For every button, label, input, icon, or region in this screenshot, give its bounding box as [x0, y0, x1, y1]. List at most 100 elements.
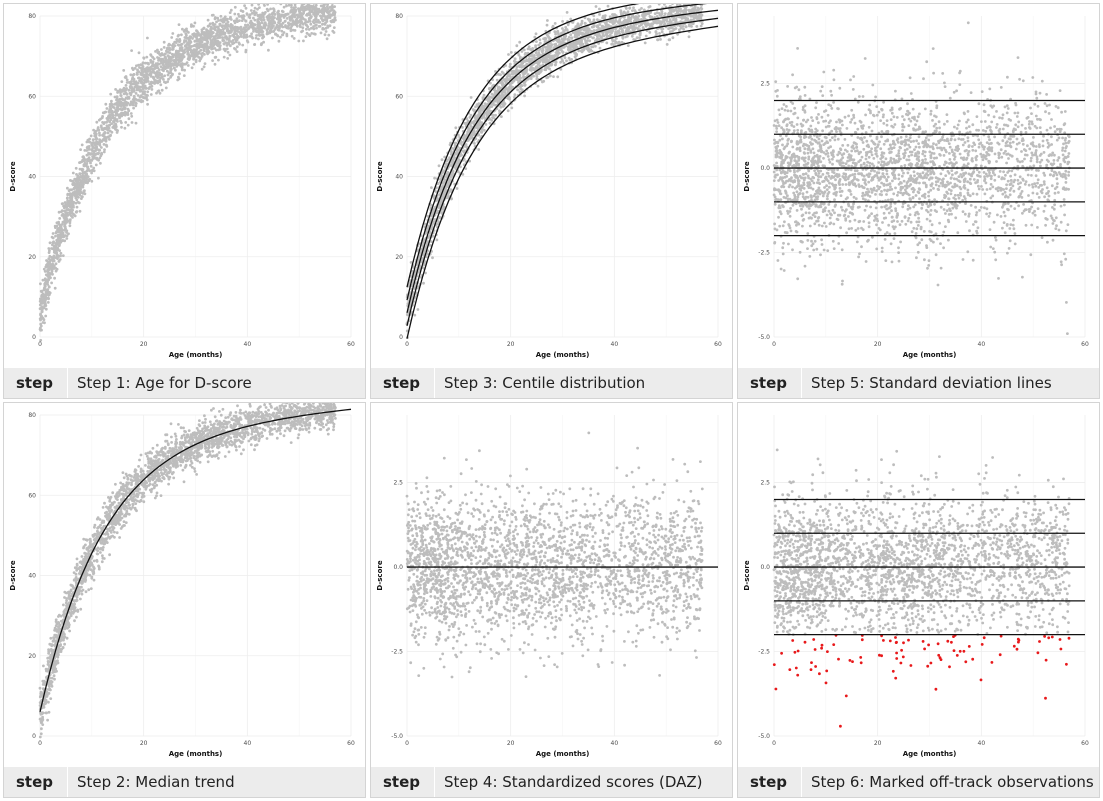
data-point	[75, 205, 79, 209]
data-point	[222, 20, 226, 24]
data-point	[174, 68, 177, 72]
data-point	[614, 41, 617, 45]
data-point	[240, 14, 244, 18]
data-point	[81, 176, 85, 180]
data-point	[632, 38, 636, 41]
data-point	[296, 20, 300, 24]
data-point	[91, 138, 95, 142]
data-point	[331, 29, 335, 33]
data-point	[72, 213, 76, 217]
data-point	[71, 201, 74, 204]
data-point	[105, 107, 109, 110]
data-point	[461, 137, 465, 140]
data-point	[195, 29, 198, 32]
data-point	[485, 103, 489, 107]
data-point	[135, 84, 139, 88]
data-point	[553, 54, 557, 58]
data-point	[204, 38, 208, 42]
data-point	[143, 61, 147, 65]
data-point	[477, 109, 481, 113]
data-point	[47, 267, 51, 270]
data-point	[671, 36, 675, 40]
data-point	[204, 36, 208, 40]
data-point	[477, 133, 481, 137]
data-point	[127, 88, 131, 92]
data-point	[78, 172, 82, 176]
data-point	[496, 87, 500, 90]
data-point	[132, 80, 136, 83]
data-point	[570, 36, 574, 40]
data-point	[77, 192, 81, 196]
data-point	[59, 254, 62, 258]
data-point	[168, 60, 172, 64]
data-point	[546, 75, 550, 79]
data-point	[143, 90, 147, 94]
data-point	[310, 26, 313, 30]
data-point	[130, 88, 134, 92]
data-point	[303, 21, 307, 25]
data-point	[150, 88, 154, 91]
data-point	[671, 29, 674, 33]
data-point	[256, 7, 259, 11]
data-point	[668, 26, 672, 30]
data-point	[180, 42, 184, 46]
data-point	[261, 36, 264, 40]
data-point	[305, 31, 309, 35]
data-point	[97, 128, 101, 132]
data-point	[461, 173, 465, 176]
data-point	[299, 13, 302, 17]
data-point	[331, 4, 334, 5]
data-point	[522, 48, 526, 52]
data-point	[137, 63, 140, 67]
data-point	[170, 52, 174, 56]
data-point	[319, 10, 322, 14]
data-point	[579, 40, 583, 44]
data-point	[284, 24, 287, 27]
data-point	[90, 148, 93, 152]
data-point	[162, 46, 166, 49]
data-point	[125, 81, 129, 84]
data-point	[174, 57, 178, 61]
data-point	[577, 49, 581, 53]
data-point	[280, 29, 284, 33]
data-point	[533, 35, 537, 39]
data-point	[262, 4, 266, 5]
data-point	[312, 27, 316, 31]
data-point	[515, 65, 519, 69]
data-point	[686, 17, 690, 21]
data-point	[180, 49, 184, 52]
data-point	[118, 88, 122, 92]
data-point	[459, 165, 462, 169]
data-point	[488, 121, 492, 125]
data-point	[100, 139, 104, 143]
data-point	[273, 12, 277, 16]
data-point	[662, 23, 666, 26]
data-point	[68, 213, 72, 216]
data-point	[285, 34, 289, 38]
data-point	[120, 97, 124, 100]
data-point	[496, 72, 500, 76]
data-points	[38, 4, 337, 342]
x-tick-label: 0	[38, 341, 42, 348]
data-point	[241, 43, 245, 47]
data-point	[306, 7, 310, 11]
data-point	[257, 31, 261, 34]
data-point	[191, 55, 195, 58]
data-point	[60, 210, 63, 214]
data-point	[472, 133, 475, 137]
data-point	[622, 15, 626, 19]
data-point	[535, 65, 538, 69]
data-point	[145, 66, 149, 70]
data-point	[606, 4, 610, 8]
data-point	[175, 63, 179, 67]
data-point	[185, 29, 189, 33]
data-point	[671, 7, 675, 11]
data-point	[115, 98, 118, 102]
data-point	[79, 148, 82, 152]
data-point	[632, 24, 636, 27]
data-point	[660, 30, 664, 34]
data-point	[124, 113, 127, 117]
data-point	[242, 34, 246, 37]
data-point	[553, 22, 557, 25]
data-point	[321, 27, 325, 31]
